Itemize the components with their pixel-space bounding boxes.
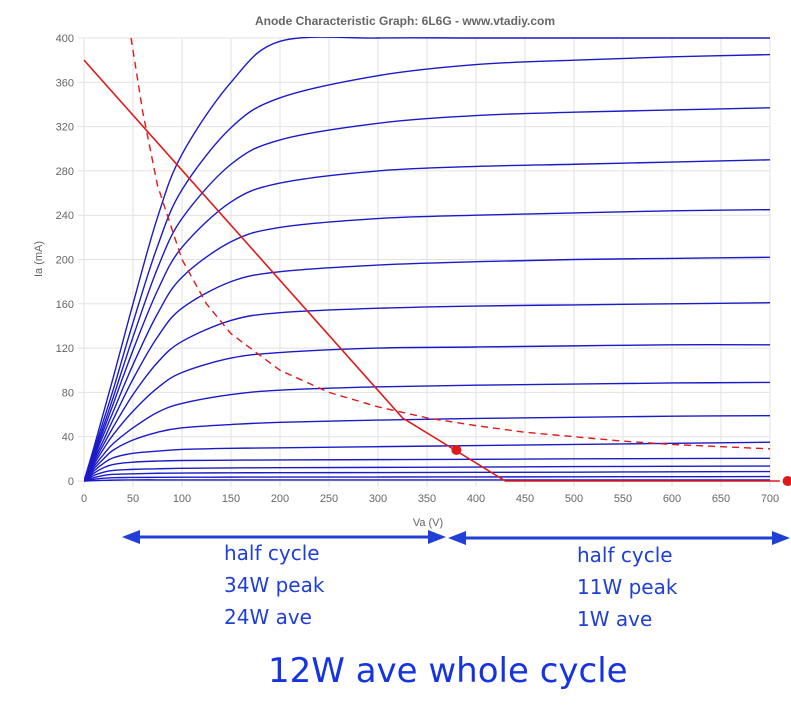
- anode-curve: [84, 414, 771, 482]
- left-half-annotation: half cycle 34W peak 24W ave: [224, 537, 324, 633]
- anode-curve: [84, 465, 771, 482]
- x-tick-label: 200: [271, 493, 289, 505]
- x-tick-label: 50: [127, 493, 139, 505]
- left-annotation-line: 24W ave: [224, 605, 312, 629]
- anode-curve: [84, 475, 771, 482]
- anode-curves: [84, 37, 771, 482]
- right-annotation-line: 1W ave: [577, 607, 653, 631]
- y-tick-label: 80: [62, 387, 74, 399]
- anode-curve: [84, 256, 771, 482]
- y-tick-label: 400: [56, 33, 74, 45]
- y-tick-label: 40: [62, 432, 74, 444]
- y-tick-label: 0: [68, 476, 74, 488]
- x-tick-label: 0: [81, 493, 87, 505]
- x-tick-label: 450: [516, 493, 534, 505]
- x-tick-label: 250: [320, 493, 338, 505]
- y-axis-ticks: 0 40 80 120 160 200 240 280 320 360 400: [56, 33, 74, 488]
- left-annotation-line: half cycle: [224, 541, 320, 565]
- y-tick-label: 200: [56, 255, 74, 267]
- operating-point: [451, 444, 462, 455]
- anode-curve: [84, 107, 771, 482]
- y-tick-label: 320: [56, 122, 74, 134]
- y-tick-label: 240: [56, 210, 74, 222]
- x-tick-label: 150: [222, 493, 240, 505]
- chart-title: Anode Characteristic Graph: 6L6G - www.v…: [255, 14, 555, 28]
- anode-curve: [84, 479, 770, 482]
- anode-curve: [84, 53, 771, 482]
- anode-curve: [84, 441, 771, 482]
- y-tick-label: 120: [56, 343, 74, 355]
- max-dissipation-curve: [130, 37, 771, 450]
- whole-cycle-annotation: 12W ave whole cycle: [268, 651, 628, 691]
- right-range-arrow: [448, 531, 790, 545]
- x-axis-ticks: 0 50 100 150 200 250 300 350 400 450 500 550 600 650 7…: [81, 493, 779, 505]
- right-annotation-line: half cycle: [577, 543, 673, 567]
- anode-curve: [84, 301, 771, 482]
- y-tick-label: 280: [56, 166, 74, 178]
- x-tick-label: 550: [614, 493, 632, 505]
- operating-point: [782, 476, 791, 486]
- x-tick-label: 100: [173, 493, 191, 505]
- anode-curve: [84, 470, 771, 482]
- x-tick-label: 400: [467, 493, 485, 505]
- y-tick-label: 360: [56, 77, 74, 89]
- left-range-arrow: [122, 530, 446, 544]
- x-axis-label: Va (V): [413, 517, 443, 529]
- anode-curve: [84, 457, 771, 482]
- operating-points: [451, 444, 791, 486]
- anode-curve: [84, 37, 770, 482]
- x-tick-label: 700: [761, 493, 779, 505]
- x-tick-label: 350: [418, 493, 436, 505]
- anode-curve: [84, 381, 771, 482]
- anode-curve: [84, 159, 771, 482]
- x-tick-label: 650: [712, 493, 730, 505]
- anode-curve: [84, 343, 771, 482]
- right-annotation-line: 11W peak: [577, 575, 678, 599]
- right-half-annotation: half cycle 11W peak 1W ave: [577, 539, 677, 635]
- left-annotation-line: 34W peak: [224, 573, 325, 597]
- x-tick-label: 300: [369, 493, 387, 505]
- x-tick-label: 500: [565, 493, 583, 505]
- anode-curve: [84, 208, 771, 482]
- y-tick-label: 160: [56, 299, 74, 311]
- y-axis-label: Ia (mA): [33, 241, 45, 277]
- x-tick-label: 600: [663, 493, 681, 505]
